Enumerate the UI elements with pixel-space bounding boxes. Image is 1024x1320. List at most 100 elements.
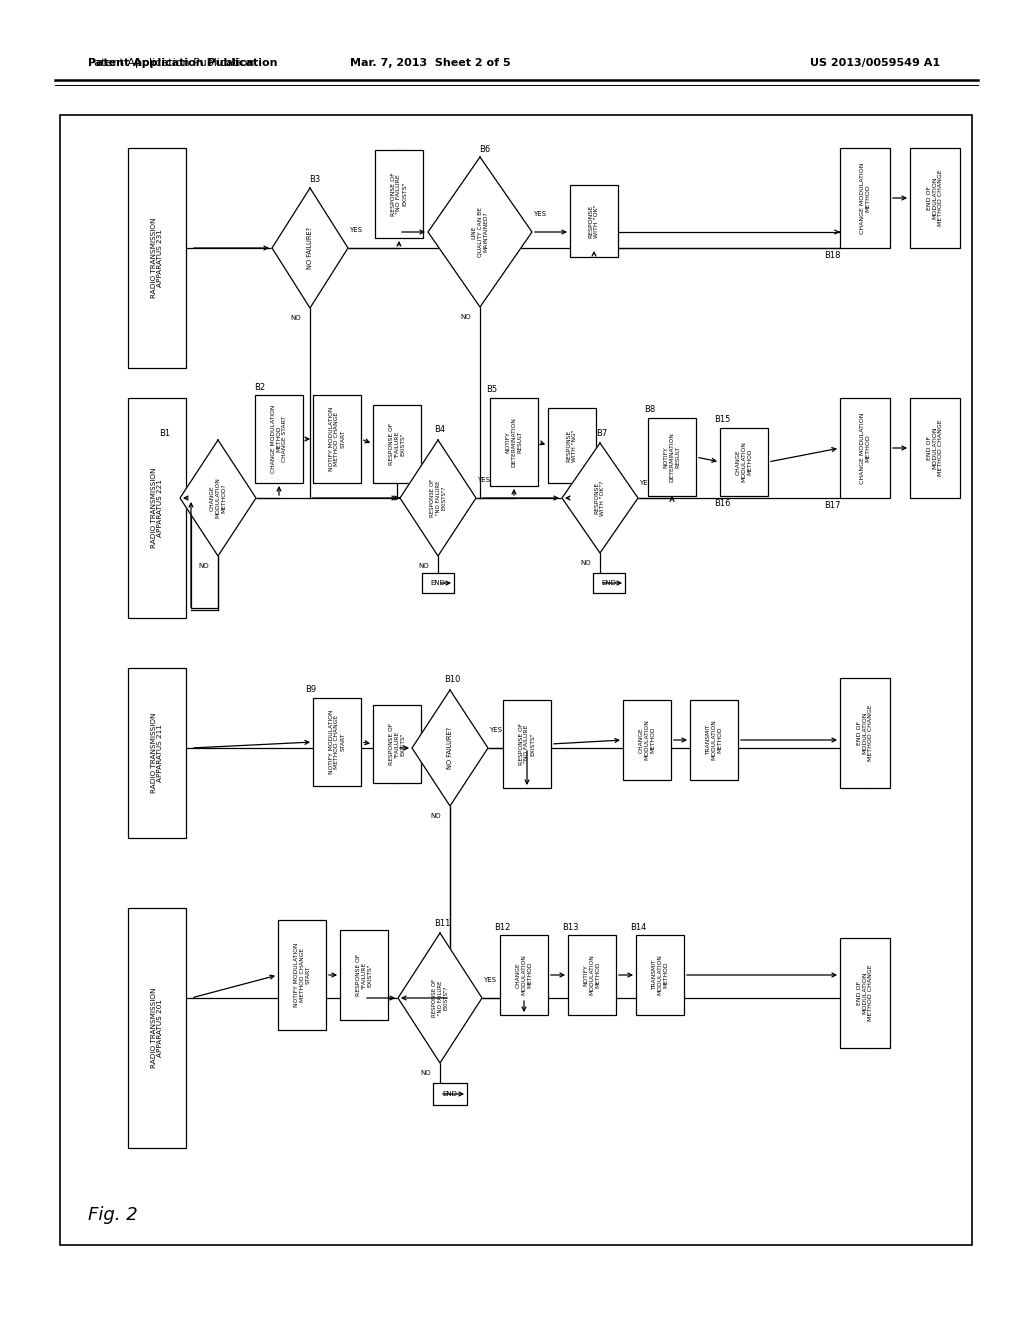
Bar (910, 148, 961, 248)
Bar (128, 668, 186, 838)
Polygon shape (562, 444, 638, 553)
Text: CHANGE MODULATION
METHOD: CHANGE MODULATION METHOD (859, 412, 870, 483)
Text: CHANGE
MODULATION
METHOD: CHANGE MODULATION METHOD (516, 954, 532, 995)
Text: YES: YES (257, 477, 270, 483)
Text: B5: B5 (486, 385, 498, 395)
Text: YES: YES (483, 977, 497, 983)
Text: NOTIFY MODULATION
METHOD CHANGE
START: NOTIFY MODULATION METHOD CHANGE START (329, 710, 345, 775)
Bar (840, 939, 890, 1048)
Text: NO: NO (461, 314, 471, 319)
Text: NO: NO (199, 564, 209, 569)
Text: B14: B14 (630, 923, 646, 932)
Text: Fig. 2: Fig. 2 (88, 1206, 138, 1224)
Text: NO FAILURE?: NO FAILURE? (447, 727, 453, 770)
Bar (593, 573, 625, 593)
Bar (623, 700, 671, 780)
Text: B2: B2 (254, 383, 265, 392)
Bar (568, 935, 616, 1015)
Text: B9: B9 (305, 685, 316, 694)
Bar (840, 678, 890, 788)
Text: NOTIFY MODULATION
METHOD CHANGE
START: NOTIFY MODULATION METHOD CHANGE START (329, 407, 345, 471)
Text: RADIO TRANSMISSION
APPARATUS 211: RADIO TRANSMISSION APPARATUS 211 (151, 713, 164, 793)
Bar (373, 705, 421, 783)
Text: RADIO TRANSMISSION
APPARATUS 231: RADIO TRANSMISSION APPARATUS 231 (151, 218, 164, 298)
Text: RESPONSE OF
"FAILURE
EXISTS": RESPONSE OF "FAILURE EXISTS" (389, 422, 406, 465)
Bar (548, 408, 596, 483)
Text: B10: B10 (443, 676, 460, 685)
Text: B16: B16 (714, 499, 730, 508)
Bar (340, 931, 388, 1020)
Bar (373, 405, 421, 483)
Bar (313, 395, 361, 483)
Bar (490, 399, 538, 486)
Text: B3: B3 (309, 176, 321, 185)
Text: NO FAILURE?: NO FAILURE? (307, 227, 313, 269)
Bar (128, 908, 186, 1148)
Bar (313, 698, 361, 785)
Text: NOTIFY MODULATION
METHOD CHANGE
START: NOTIFY MODULATION METHOD CHANGE START (294, 942, 310, 1007)
Bar (910, 399, 961, 498)
Text: END: END (430, 579, 445, 586)
Text: RESPONSE OF
"NO FAILURE
EXISTS": RESPONSE OF "NO FAILURE EXISTS" (391, 172, 408, 216)
Bar (433, 1082, 467, 1105)
Text: Patent Application Publication: Patent Application Publication (88, 58, 254, 69)
Text: YES: YES (349, 227, 362, 234)
Text: RESPONSE OF
"FAILURE
EXISTS": RESPONSE OF "FAILURE EXISTS" (389, 723, 406, 766)
Bar (500, 935, 548, 1015)
Text: END OF
MODULATION
METHOD CHANGE: END OF MODULATION METHOD CHANGE (857, 965, 873, 1022)
Polygon shape (272, 187, 348, 308)
Text: END OF
MODULATION
METHOD CHANGE: END OF MODULATION METHOD CHANGE (857, 705, 873, 762)
Polygon shape (400, 440, 476, 556)
Text: NO: NO (431, 813, 441, 818)
Text: TRANSMIT
MODULATION
METHOD: TRANSMIT MODULATION METHOD (651, 954, 669, 995)
Bar (375, 150, 423, 238)
Text: RESPONSE OF
"NO FAILURE
EXISTS"?: RESPONSE OF "NO FAILURE EXISTS"? (430, 479, 446, 517)
Text: Patent Application Publication: Patent Application Publication (88, 58, 278, 69)
Text: CHANGE MODULATION
METHOD: CHANGE MODULATION METHOD (859, 162, 870, 234)
Text: RESPONSE OF
"NO FAILURE
EXISTS": RESPONSE OF "NO FAILURE EXISTS" (519, 723, 536, 766)
Text: END: END (442, 1092, 458, 1097)
Text: B18: B18 (823, 252, 841, 260)
Text: CHANGE
MODULATION
METHOD?: CHANGE MODULATION METHOD? (210, 478, 226, 519)
Bar (840, 148, 890, 248)
Polygon shape (412, 690, 488, 807)
Text: RESPONSE
WITH "OK": RESPONSE WITH "OK" (589, 205, 599, 238)
Text: US 2013/0059549 A1: US 2013/0059549 A1 (810, 58, 940, 69)
Bar (636, 935, 684, 1015)
Bar (422, 573, 454, 593)
Text: RADIO TRANSMISSION
APPARATUS 221: RADIO TRANSMISSION APPARATUS 221 (151, 467, 164, 548)
Polygon shape (398, 933, 482, 1063)
Text: NOTIFY
MODULATION
METHOD: NOTIFY MODULATION METHOD (584, 954, 600, 995)
Text: B6: B6 (479, 145, 490, 154)
Text: LINE
QUALITY CAN BE
MAINTAINED?: LINE QUALITY CAN BE MAINTAINED? (472, 207, 488, 257)
Text: END OF
MODULATION
METHOD CHANGE: END OF MODULATION METHOD CHANGE (927, 170, 943, 226)
Text: YES: YES (477, 477, 490, 483)
Text: B4: B4 (434, 425, 445, 434)
Bar (278, 920, 326, 1030)
Text: B12: B12 (494, 923, 510, 932)
Text: B17: B17 (823, 502, 841, 511)
Text: END OF
MODULATION
METHOD CHANGE: END OF MODULATION METHOD CHANGE (927, 420, 943, 477)
Bar (128, 148, 186, 368)
Text: B7: B7 (596, 429, 607, 437)
Text: RESPONSE
WITH "OK"?: RESPONSE WITH "OK"? (595, 480, 605, 516)
Text: NO: NO (419, 564, 429, 569)
Bar (255, 395, 303, 483)
Text: NO: NO (291, 315, 301, 321)
Text: CHANGE
MODULATION
METHOD: CHANGE MODULATION METHOD (735, 442, 753, 482)
Text: B1: B1 (160, 429, 171, 437)
Text: NOTIFY
DETERMINATION
RESULT: NOTIFY DETERMINATION RESULT (506, 417, 522, 467)
Bar (60, 115, 972, 1245)
Text: RESPONSE
WITH "NG": RESPONSE WITH "NG" (566, 429, 578, 462)
Text: NO: NO (421, 1071, 431, 1076)
Bar (570, 185, 618, 257)
Text: RESPONSE OF
"FAILURE
EXISTS": RESPONSE OF "FAILURE EXISTS" (355, 954, 373, 997)
Text: RADIO TRANSMISSION
APPARATUS 201: RADIO TRANSMISSION APPARATUS 201 (151, 987, 164, 1068)
Bar (128, 399, 186, 618)
Text: B11: B11 (434, 919, 451, 928)
Text: CHANGE MODULATION
METHOD
CHANGE START: CHANGE MODULATION METHOD CHANGE START (270, 405, 288, 473)
Text: YES: YES (640, 480, 652, 486)
Polygon shape (428, 157, 532, 308)
Text: B13: B13 (562, 923, 579, 932)
Bar (648, 418, 696, 496)
